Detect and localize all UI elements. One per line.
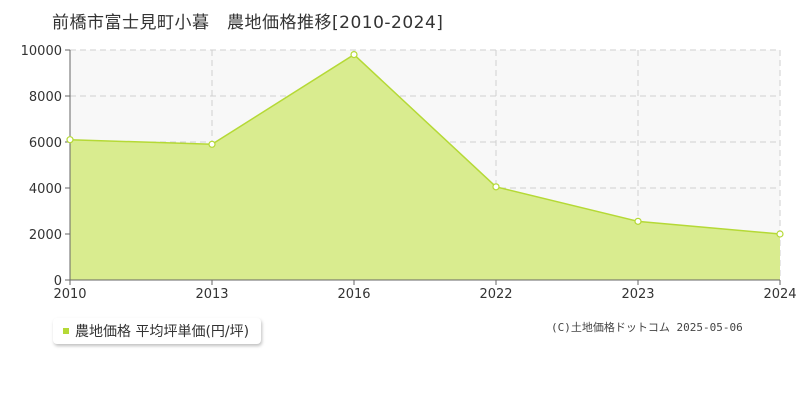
y-tick-label: 6000 — [29, 136, 62, 151]
data-point — [492, 183, 500, 191]
y-tick-label: 4000 — [29, 182, 62, 197]
x-tick-label: 2010 — [53, 287, 86, 302]
legend: 農地価格 平均坪単価(円/坪) — [53, 318, 262, 344]
data-point — [634, 217, 642, 225]
data-point — [350, 50, 358, 59]
legend-label: 農地価格 平均坪単価(円/坪) — [75, 324, 250, 340]
x-tick-label: 2022 — [479, 287, 512, 302]
legend-swatch — [63, 328, 69, 334]
y-tick-label: 10000 — [21, 44, 62, 59]
y-tick-label: 0 — [54, 274, 62, 289]
series-area — [70, 54, 780, 280]
x-tick-label: 2024 — [763, 287, 796, 302]
data-point — [66, 136, 74, 144]
y-tick-label: 2000 — [29, 228, 62, 243]
y-tick-label: 8000 — [29, 90, 62, 105]
x-tick-label: 2016 — [337, 287, 370, 302]
data-point — [208, 140, 216, 148]
x-tick-label: 2013 — [195, 287, 228, 302]
data-points — [66, 50, 784, 238]
copyright-text: (C)土地価格ドットコム 2025-05-06 — [551, 321, 743, 334]
axes — [65, 49, 781, 285]
y-tick-labels: 0 2000 4000 6000 8000 10000 — [21, 44, 62, 289]
x-tick-label: 2023 — [621, 287, 654, 302]
x-tick-labels: 2010 2013 2016 2022 2023 2024 — [53, 287, 796, 302]
series-line — [69, 53, 781, 235]
chart-title: 前橋市富士見町小暮 農地価格推移[2010-2024] — [52, 13, 444, 33]
data-point — [776, 230, 784, 238]
